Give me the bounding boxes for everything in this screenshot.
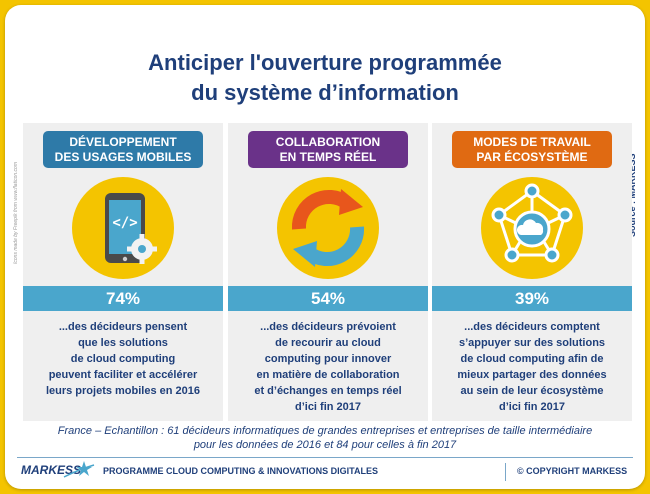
markess-logo: MARKESS <box>21 463 82 477</box>
badge-line-1: DÉVELOPPEMENT <box>69 134 177 149</box>
copyright-label: © COPYRIGHT MARKESS <box>517 466 628 476</box>
badge-ecosystem: MODES DE TRAVAIL PAR ÉCOSYSTÈME <box>452 131 612 168</box>
column-collaboration: COLLABORATION EN TEMPS RÉEL 54% ...des d… <box>228 123 428 421</box>
percent-collaboration: 54% <box>228 286 428 311</box>
title-line-2: du système d’information <box>191 80 459 105</box>
footer: MARKESS PROGRAMME CLOUD COMPUTING & INNO… <box>17 459 633 487</box>
percent-mobile: 74% <box>23 286 223 311</box>
column-ecosystem: MODES DE TRAVAIL PAR ÉCOSYSTÈME <box>432 123 632 421</box>
description-mobile: ...des décideurs pensent que les solutio… <box>45 321 201 397</box>
title-line-1: Anticiper l'ouverture programmée <box>148 50 502 75</box>
footer-divider-line <box>17 457 633 458</box>
badge-line-2: DES USAGES MOBILES <box>54 149 192 164</box>
percent-ecosystem: 39% <box>432 286 632 311</box>
badge-collaboration: COLLABORATION EN TEMPS RÉEL <box>248 131 408 168</box>
footer-divider <box>505 463 506 481</box>
badge-line-1: COLLABORATION <box>275 134 381 149</box>
sample-footnote: France – Echantillon : 61 décideurs info… <box>57 425 593 451</box>
program-label: PROGRAMME CLOUD COMPUTING & INNOVATIONS … <box>103 466 378 476</box>
description-ecosystem: ...des décideurs comptent s’appuyer sur … <box>457 321 607 413</box>
sync-arrows-icon <box>277 177 379 279</box>
badge-line-2: PAR ÉCOSYSTÈME <box>476 149 588 164</box>
tablet-code-icon: </> <box>72 177 174 279</box>
cloud-network-icon <box>481 177 583 279</box>
description-collaboration: ...des décideurs prévoient de recourir a… <box>254 321 402 413</box>
badge-line-1: MODES DE TRAVAIL <box>473 134 591 149</box>
logo-star-icon <box>63 461 95 478</box>
column-mobile: DÉVELOPPEMENT DES USAGES MOBILES </> 74%… <box>23 123 223 421</box>
page-title: Anticiper l'ouverture programmée du syst… <box>5 48 645 108</box>
svg-text:</>: </> <box>112 215 137 231</box>
badge-mobile: DÉVELOPPEMENT DES USAGES MOBILES <box>43 131 203 168</box>
infographic-card: Anticiper l'ouverture programmée du syst… <box>5 5 645 489</box>
badge-line-2: EN TEMPS RÉEL <box>279 149 377 164</box>
